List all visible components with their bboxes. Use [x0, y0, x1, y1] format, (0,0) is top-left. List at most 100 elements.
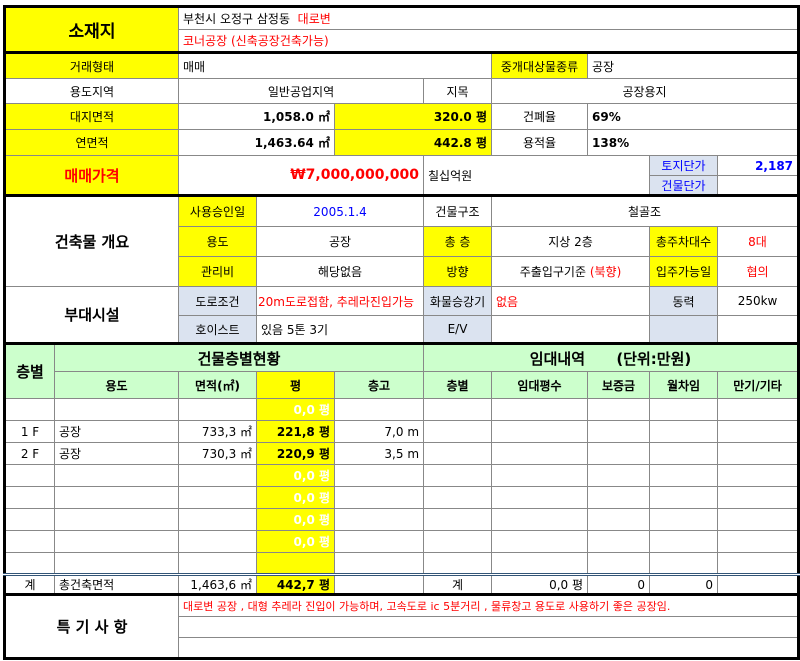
table-cell: [587, 442, 651, 465]
remarks-label: 특 기 사 항: [3, 593, 180, 659]
column-header: 평: [256, 371, 336, 399]
table-cell: [423, 420, 493, 443]
table-cell: [649, 398, 719, 421]
total-cell: 442,7 평: [256, 573, 336, 595]
table-cell: [717, 442, 800, 465]
table-cell: [717, 464, 800, 487]
table-cell: 3,5 m: [334, 442, 425, 465]
facilities-label: 부대시설: [3, 286, 180, 344]
total-cell: 계: [4, 573, 55, 595]
table-cell: 0,0 평: [256, 508, 336, 531]
total-cell: 총건축면적: [53, 573, 180, 595]
table-cell: 공장: [53, 442, 180, 465]
table-cell: 0,0 평: [256, 530, 336, 553]
table-cell: [717, 552, 800, 575]
column-header: 보증금: [587, 371, 651, 399]
table-cell: [717, 508, 800, 531]
jimok-value: 공장용지: [491, 78, 800, 104]
hoist-label: 호이스트: [178, 315, 258, 344]
column-header: 층고: [334, 371, 425, 399]
ev-label: E/V: [423, 315, 493, 344]
parking-label: 총주차대수: [649, 226, 719, 257]
direction-text: 주출입구기준: [519, 265, 586, 279]
ev-value: [491, 315, 651, 344]
land-pyeong: 320.0 평: [334, 103, 493, 130]
zoning-value: 일반공업지역: [178, 78, 425, 104]
table-cell: [649, 442, 719, 465]
table-row: 1 F 공장 733,3 ㎡ 221,8 평 7,0 m: [4, 420, 800, 443]
deal-label: 거래형태: [3, 51, 180, 79]
bcr-value: 69%: [587, 103, 800, 130]
total-cell: 0,0 평: [491, 573, 589, 595]
bldg-unit-value: [717, 175, 800, 196]
table-cell: [587, 420, 651, 443]
table-cell: 0,0 평: [256, 398, 336, 421]
table-cell: [334, 464, 425, 487]
table-cell: 0,0 평: [256, 464, 336, 487]
bcr-label: 건폐율: [491, 103, 589, 130]
building-label: 건축물 개요: [3, 194, 180, 287]
table-cell: 733,3 ㎡: [178, 420, 258, 443]
freight-value: 없음: [491, 286, 651, 316]
type-label: 중개대상물종류: [491, 51, 589, 79]
table-row: 0,0 평: [4, 464, 800, 487]
table-cell: [178, 552, 258, 575]
table-cell: [178, 486, 258, 509]
table-cell: [491, 486, 589, 509]
table-cell: [423, 552, 493, 575]
table-cell: [649, 508, 719, 531]
table-cell: [423, 508, 493, 531]
table-cell: [491, 552, 589, 575]
total-cell: 1,463,6 ㎡: [178, 573, 258, 595]
table-cell: [4, 530, 55, 553]
deal-value: 매매: [178, 51, 493, 79]
table-cell: [587, 552, 651, 575]
table-cell: [491, 530, 589, 553]
table-cell: [4, 398, 55, 421]
remarks-line: [178, 616, 800, 638]
parking-value: 8대: [717, 226, 800, 257]
table-cell: [649, 530, 719, 553]
table-cell: 0,0 평: [256, 486, 336, 509]
type-value: 공장: [587, 51, 800, 79]
table-cell: [717, 398, 800, 421]
table-cell: [587, 486, 651, 509]
property-sheet: 소재지 부천시 오정구 삼정동 대로변 코너공장 (신축공장건축가능) 거래형태…: [3, 5, 800, 660]
table-cell: 221,8 평: [256, 420, 336, 443]
total-cell: 계: [423, 573, 493, 595]
table-row: 0,0 평: [4, 486, 800, 509]
table-cell: [334, 530, 425, 553]
table-cell: [491, 508, 589, 531]
road-value: 20m도로접함, 추레라진입가능: [256, 286, 425, 316]
table-cell: [53, 530, 180, 553]
column-header: 층별: [423, 371, 493, 399]
power-value: 250kw: [717, 286, 800, 316]
table-cell: [423, 464, 493, 487]
column-header: 용도: [53, 371, 180, 399]
fee-value: 해당없음: [256, 256, 425, 287]
table-cell: [53, 486, 180, 509]
table-cell: [4, 552, 55, 575]
table-cell: [717, 486, 800, 509]
bldg-unit-label: 건물단가: [649, 175, 719, 196]
address-text: 부천시 오정구 삼정동: [183, 12, 291, 26]
empty-value: [717, 315, 800, 344]
column-header: 월차임: [649, 371, 719, 399]
table-cell: [423, 442, 493, 465]
table-cell: 1 F: [4, 420, 55, 443]
table-cell: [649, 552, 719, 575]
table-cell: [423, 398, 493, 421]
floor-col-header: 층별: [4, 342, 55, 399]
land-unit-label: 토지단가: [649, 155, 719, 176]
movein-value: 협의: [717, 256, 800, 287]
direction-value: 주출입구기준 (북향): [491, 256, 651, 287]
remarks-line: [178, 637, 800, 659]
table-cell: [649, 464, 719, 487]
lease-title: 임대내역 (단위:만원): [423, 342, 800, 372]
table-row: 0,0 평: [4, 398, 800, 421]
total-cell: 0: [587, 573, 651, 595]
location-line2: 코너공장 (신축공장건축가능): [178, 29, 800, 53]
approval-label: 사용승인일: [178, 194, 258, 227]
table-cell: [178, 530, 258, 553]
land-unit-value: 2,187: [717, 155, 800, 176]
